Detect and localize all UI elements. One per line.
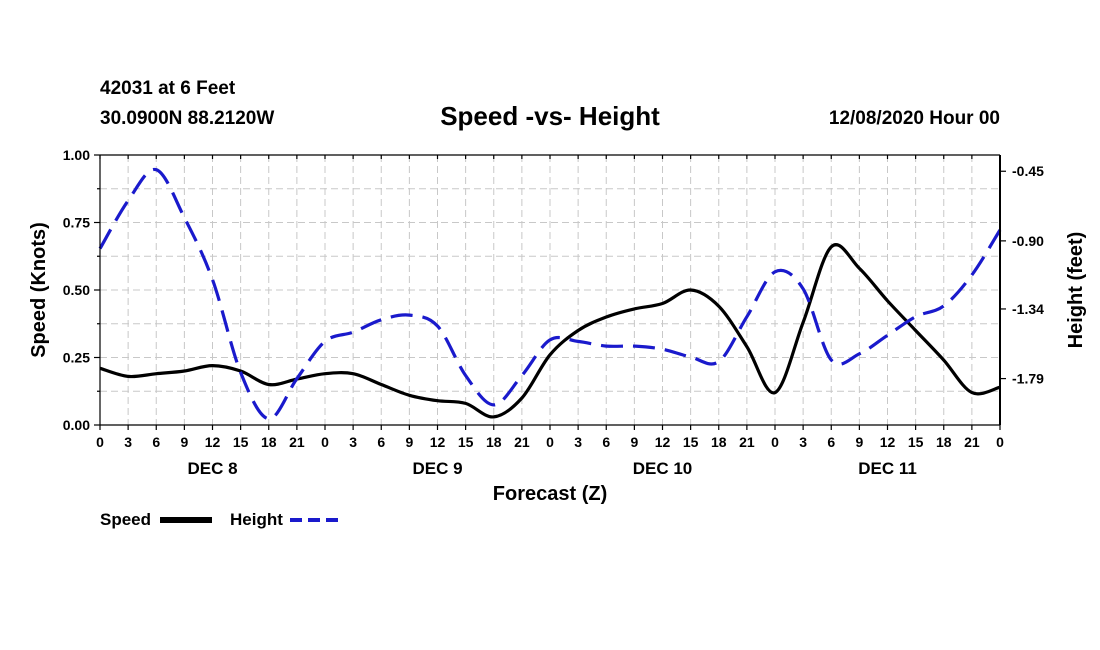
y2-tick-label: -0.90: [1012, 233, 1044, 249]
x-tick-label: 6: [152, 434, 160, 450]
x-tick-label: 0: [996, 434, 1004, 450]
day-label: DEC 10: [633, 459, 693, 478]
y-tick-label: 0.75: [63, 215, 90, 231]
x-tick-label: 15: [683, 434, 699, 450]
day-label: DEC 11: [858, 459, 917, 478]
legend-height-label: Height: [230, 510, 283, 529]
x-tick-label: 9: [405, 434, 413, 450]
x-tick-label: 6: [602, 434, 610, 450]
x-tick-label: 3: [574, 434, 582, 450]
x-tick-label: 15: [908, 434, 924, 450]
station-label: 42031 at 6 Feet: [100, 78, 236, 99]
x-tick-label: 6: [827, 434, 835, 450]
legend: Speed Height: [100, 510, 342, 529]
x-tick-label: 0: [771, 434, 779, 450]
series-line-speed: [99, 243, 1001, 419]
y-tick-label: 1.00: [63, 147, 90, 163]
y-tick-label: 0.25: [63, 350, 90, 366]
y2-tick-label: -1.79: [1012, 371, 1044, 387]
y2-tick-label: -0.45: [1012, 163, 1044, 179]
grid-lines: [100, 155, 1000, 425]
x-tick-label: 15: [458, 434, 474, 450]
legend-speed-label: Speed: [100, 510, 151, 529]
y-axis-label: Speed (Knots): [28, 222, 50, 358]
x-tick-label: 9: [180, 434, 188, 450]
x-tick-label: 6: [377, 434, 385, 450]
x-tick-label: 21: [739, 434, 755, 450]
x-tick-label: 18: [261, 434, 277, 450]
x-tick-label: 18: [711, 434, 727, 450]
y-tick-label: 0.50: [63, 282, 90, 298]
x-tick-label: 12: [880, 434, 896, 450]
x-tick-label: 15: [233, 434, 249, 450]
forecast-date-label: 12/08/2020 Hour 00: [829, 108, 1000, 129]
chart-title: Speed -vs- Height: [440, 101, 660, 131]
x-tick-label: 3: [124, 434, 132, 450]
y-tick-label: 0.00: [63, 417, 90, 433]
day-label: DEC 9: [412, 459, 462, 478]
x-tick-label: 18: [936, 434, 952, 450]
x-tick-label: 0: [96, 434, 104, 450]
x-axis-label: Forecast (Z): [493, 483, 607, 505]
x-tick-label: 3: [349, 434, 357, 450]
day-label: DEC 8: [187, 459, 237, 478]
x-tick-label: 12: [655, 434, 671, 450]
coordinates-label: 30.0900N 88.2120W: [100, 108, 274, 129]
x-tick-label: 21: [289, 434, 305, 450]
x-tick-label: 9: [630, 434, 638, 450]
x-tick-label: 0: [321, 434, 329, 450]
series-lines: [98, 168, 1002, 421]
x-tick-label: 3: [799, 434, 807, 450]
x-tick-label: 21: [514, 434, 530, 450]
axes: 0 3 6 9 12 15 18 21 0 3 6 9 12 15 18 21 0 3 6 9 12 15 18 21 0 3 6 9…: [63, 147, 1044, 478]
y2-tick-label: -1.34: [1012, 301, 1044, 317]
series-line-height: [98, 168, 1002, 421]
x-tick-label: 9: [855, 434, 863, 450]
x-tick-label: 18: [486, 434, 502, 450]
x-tick-label: 12: [430, 434, 446, 450]
x-tick-label: 21: [964, 434, 980, 450]
x-tick-label: 12: [205, 434, 221, 450]
y2-axis-label: Height (feet): [1065, 232, 1087, 349]
x-tick-label: 0: [546, 434, 554, 450]
